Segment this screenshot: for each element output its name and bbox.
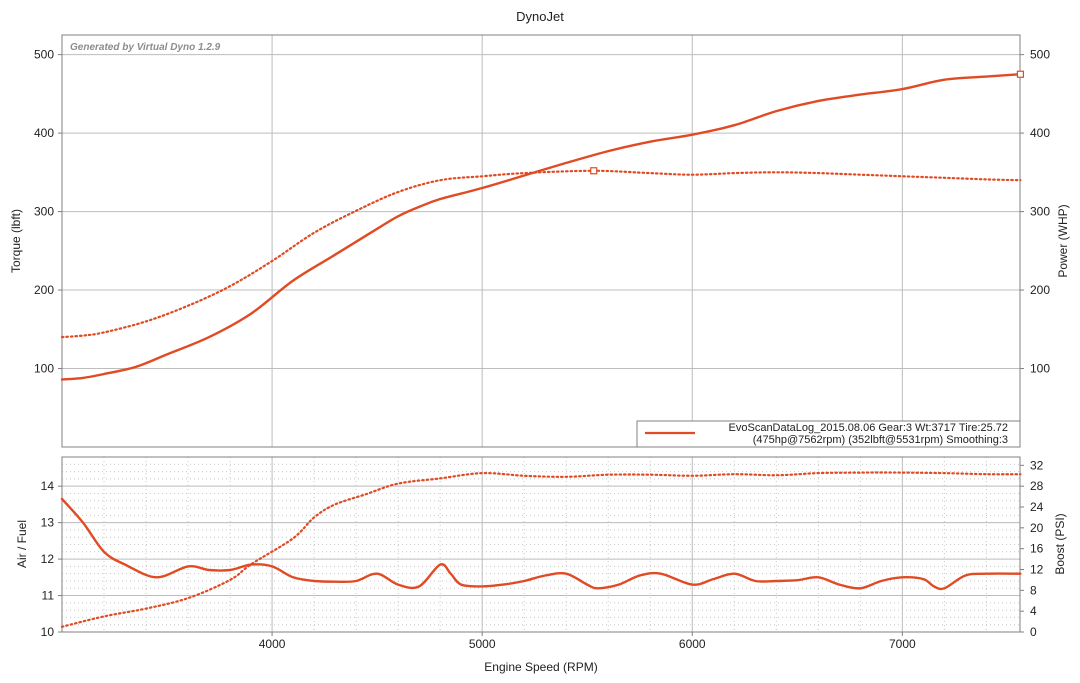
bottom-right-tick-label: 0 (1030, 625, 1037, 639)
top-peak-marker-power (1016, 70, 1025, 78)
top-left-tick-label: 400 (34, 126, 54, 140)
bottom-right-tick-label: 24 (1030, 500, 1044, 514)
bottom-right-tick-label: 20 (1030, 521, 1044, 535)
top-panel-frame (61, 34, 1021, 448)
bottom-right-tick-label: 16 (1030, 542, 1044, 556)
top-right-tick-label: 400 (1030, 126, 1050, 140)
top-peak-marker-torque (590, 167, 598, 175)
top-panel-grid (62, 35, 1020, 447)
boost-axis-title: Boost (PSI) (1053, 513, 1067, 574)
bottom-series-air-fuel-line (60, 497, 1022, 591)
watermark: Generated by Virtual Dyno 1.2.9 (70, 42, 221, 53)
top-left-tick-label: 200 (34, 283, 54, 297)
legend: EvoScanDataLog_2015.08.06 Gear:3 Wt:3717… (636, 420, 1021, 448)
bottom-right-tick-label: 32 (1030, 458, 1044, 472)
x-tick-label: 6000 (679, 637, 706, 651)
bottom-panel-ticks: 10 11 12 13 14 0 4 8 12 16 20 24 28 32 4000 5000 6000 700… (41, 458, 1044, 651)
power-axis-title: Power (WHP) (1056, 204, 1070, 277)
x-tick-label: 4000 (259, 637, 286, 651)
top-left-tick-label: 500 (34, 48, 54, 62)
top-panel-series (60, 70, 1025, 381)
legend-line-2: (475hp@7562rpm) (352lbft@5531rpm) Smooth… (753, 434, 1008, 446)
top-series-power-line (60, 73, 1022, 381)
top-left-tick-label: 100 (34, 362, 54, 376)
bottom-left-tick-label: 14 (41, 479, 55, 493)
air-fuel-axis-title: Air / Fuel (15, 520, 29, 568)
top-panel-ticks: 100 200 300 400 500 100 200 300 400 500 (34, 48, 1050, 376)
top-right-tick-label: 100 (1030, 362, 1050, 376)
top-left-tick-label: 300 (34, 205, 54, 219)
x-tick-label: 5000 (469, 637, 496, 651)
bottom-left-tick-label: 11 (42, 589, 55, 603)
bottom-panel-frame (61, 456, 1021, 633)
legend-line-1: EvoScanDataLog_2015.08.06 Gear:3 Wt:3717… (729, 422, 1008, 434)
legend-box (636, 420, 1021, 448)
bottom-panel-grid (62, 457, 1020, 633)
top-right-tick-label: 500 (1030, 48, 1050, 62)
x-tick-label: 7000 (889, 637, 916, 651)
torque-axis-title: Torque (lbft) (9, 209, 23, 273)
bottom-panel-series (60, 471, 1022, 628)
bottom-left-tick-label: 12 (41, 552, 55, 566)
top-right-tick-label: 200 (1030, 283, 1050, 297)
chart-title: DynoJet (516, 9, 564, 24)
top-right-tick-label: 300 (1030, 205, 1050, 219)
top-series-torque-line (60, 169, 1022, 339)
bottom-right-tick-label: 12 (1030, 563, 1044, 577)
bottom-right-tick-label: 8 (1030, 583, 1037, 597)
bottom-right-tick-label: 28 (1030, 479, 1044, 493)
bottom-left-tick-label: 10 (41, 625, 55, 639)
bottom-series-boost-line (60, 471, 1022, 628)
bottom-left-tick-label: 13 (41, 516, 55, 530)
bottom-right-tick-label: 4 (1030, 604, 1037, 618)
x-axis-title: Engine Speed (RPM) (484, 660, 597, 674)
